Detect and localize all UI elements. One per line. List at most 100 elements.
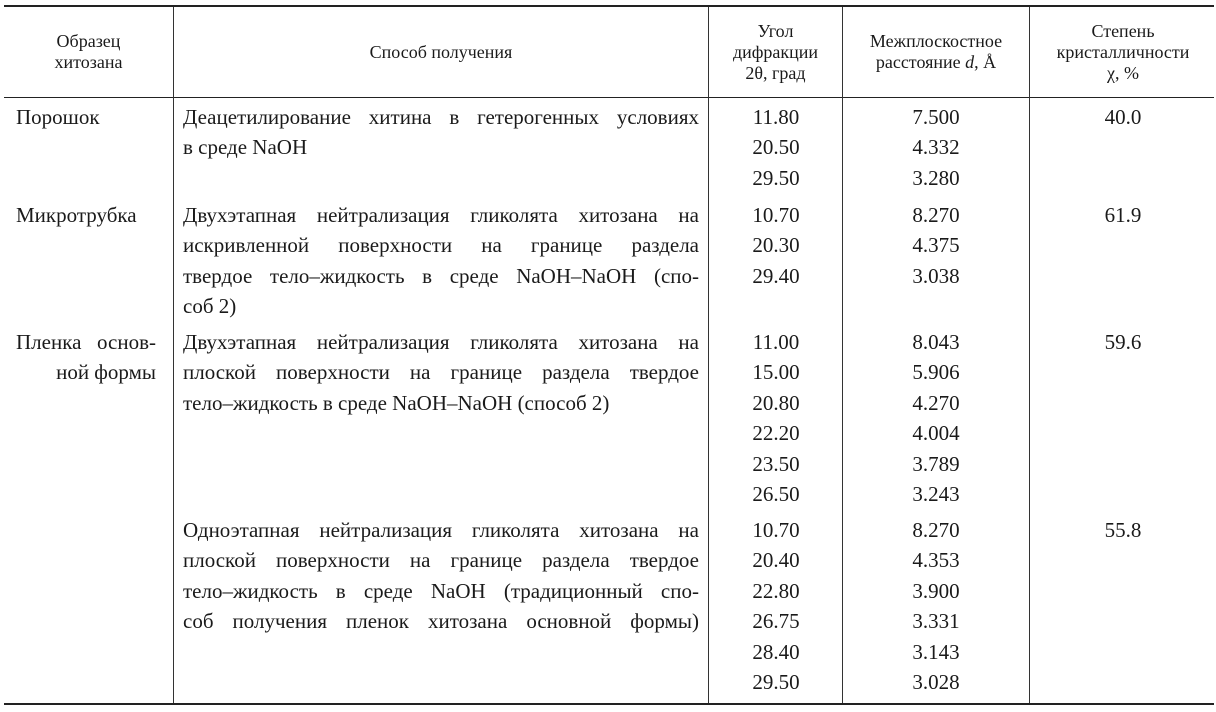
angle-cell: 10.70 20.30 29.40: [710, 200, 842, 291]
header-text: Степень: [1091, 20, 1155, 41]
method-text: Деацетилирование хитина в гетерогенных у…: [183, 105, 699, 129]
column-divider: [173, 7, 174, 703]
sample-cell: Пленка основ- ной формы: [16, 327, 156, 388]
sample-text: Пленка основ-: [16, 330, 156, 354]
method-text: соб получения пленок хитозана основной ф…: [183, 609, 699, 634]
crystallinity-cell: 61.9: [1030, 200, 1216, 230]
method-text: тело–жидкость в среде NaOH–NaOH (способ …: [183, 390, 610, 415]
method-cell: Двухэтапная нейтрализация гликолята хито…: [183, 200, 699, 322]
header-text: кристалличности: [1056, 41, 1190, 62]
table-header-rule: [4, 97, 1214, 98]
method-cell: Деацетилирование хитина в гетерогенных у…: [183, 102, 699, 163]
spacing-value: 3.143: [912, 639, 960, 664]
spacing-value: 3.789: [912, 451, 960, 476]
angle-value: 20.50: [752, 135, 800, 160]
spacing-cell: 8.043 5.906 4.270 4.004 3.789 3.243: [843, 327, 1029, 509]
crystallinity-value: 55.8: [1104, 518, 1142, 542]
angle-cell: 10.70 20.40 22.80 26.75 28.40 29.50: [710, 515, 842, 697]
spacing-value: 3.331: [912, 609, 960, 634]
crystallinity-value: 40.0: [1104, 105, 1142, 129]
method-text: плоской поверхности на границе раздела т…: [183, 360, 699, 385]
angle-value: 23.50: [752, 451, 800, 476]
angle-value: 26.50: [752, 481, 800, 506]
data-table: Образец хитозана Способ получения Угол д…: [0, 5, 1216, 705]
header-crystallinity: Степень кристалличности χ, %: [1030, 7, 1216, 97]
header-text: Образец: [56, 31, 121, 51]
table-bottom-rule: [4, 703, 1214, 705]
header-sample: Образец хитозана: [4, 7, 173, 97]
header-angle: Угол дифракции 2θ, град: [709, 7, 842, 97]
method-text: в среде NaOH: [183, 135, 308, 160]
spacing-value: 3.243: [912, 481, 960, 506]
angle-value: 11.80: [752, 105, 800, 129]
crystallinity-value: 61.9: [1104, 203, 1142, 227]
header-text: 2θ, град: [745, 62, 806, 83]
variable-d: d: [965, 52, 975, 72]
header-text: расстояние d, Å: [875, 52, 997, 72]
angle-value: 22.20: [752, 421, 800, 446]
spacing-value: 8.270: [912, 203, 960, 227]
spacing-value: 3.028: [912, 669, 960, 694]
spacing-value: 8.043: [912, 330, 960, 354]
angle-value: 20.40: [752, 548, 800, 573]
spacing-cell: 7.500 4.332 3.280: [843, 102, 1029, 193]
method-text: твердое тело–жидкость в среде NaOH–NaOH …: [183, 263, 699, 288]
angle-value: 10.70: [752, 518, 800, 542]
angle-value: 20.30: [752, 233, 800, 258]
crystallinity-cell: 59.6: [1030, 327, 1216, 357]
spacing-value: 4.353: [912, 548, 960, 573]
header-text: χ, %: [1107, 62, 1139, 83]
table-top-rule: [4, 5, 1214, 7]
angle-value: 22.80: [752, 578, 800, 603]
column-divider: [1029, 7, 1030, 703]
angle-value: 11.00: [752, 330, 800, 354]
spacing-cell: 8.270 4.353 3.900 3.331 3.143 3.028: [843, 515, 1029, 697]
header-method: Способ получения: [174, 7, 708, 97]
method-cell: Двухэтапная нейтрализация гликолята хито…: [183, 327, 699, 418]
header-text: Способ получения: [369, 41, 513, 62]
spacing-value: 3.038: [912, 263, 960, 288]
method-text: Двухэтапная нейтрализация гликолята хито…: [183, 203, 699, 227]
method-text: соб 2): [183, 294, 237, 319]
sample-text: ной формы: [56, 360, 156, 385]
spacing-value: 4.004: [912, 421, 960, 446]
method-text: Двухэтапная нейтрализация гликолята хито…: [183, 330, 699, 354]
method-text: искривленной поверхности на границе разд…: [183, 233, 699, 258]
angle-value: 26.75: [752, 609, 800, 634]
header-text: Угол: [757, 20, 794, 41]
spacing-value: 8.270: [912, 518, 960, 542]
crystallinity-cell: 40.0: [1030, 102, 1216, 132]
sample-cell: Микротрубка: [16, 200, 156, 230]
angle-value: 28.40: [752, 639, 800, 664]
method-text: плоской поверхности на границе раздела т…: [183, 548, 699, 573]
angle-cell: 11.80 20.50 29.50: [710, 102, 842, 193]
spacing-value: 3.900: [912, 578, 960, 603]
angle-value: 29.50: [752, 165, 800, 190]
header-text: Межплоскостное: [869, 31, 1003, 51]
angle-value: 15.00: [752, 360, 800, 385]
column-divider: [708, 7, 709, 703]
column-divider: [842, 7, 843, 703]
spacing-value: 5.906: [912, 360, 960, 385]
angle-value: 20.80: [752, 390, 800, 415]
angle-value: 29.50: [752, 669, 800, 694]
spacing-value: 3.280: [912, 165, 960, 190]
header-spacing: Межплоскостное расстояние d, Å: [843, 7, 1029, 97]
sample-text: Микротрубка: [16, 203, 137, 227]
angle-value: 29.40: [752, 263, 800, 288]
method-text: Одноэтапная нейтрализация гликолята хито…: [183, 518, 699, 542]
header-text: хитозана: [54, 52, 123, 72]
spacing-value: 4.270: [912, 390, 960, 415]
angle-cell: 11.00 15.00 20.80 22.20 23.50 26.50: [710, 327, 842, 509]
header-text: дифракции: [732, 41, 819, 62]
spacing-value: 4.332: [912, 135, 960, 160]
sample-cell: Порошок: [16, 102, 156, 132]
crystallinity-value: 59.6: [1104, 330, 1142, 354]
method-cell: Одноэтапная нейтрализация гликолята хито…: [183, 515, 699, 637]
angle-value: 10.70: [752, 203, 800, 227]
method-text: тело–жидкость в среде NaOH (традиционный…: [183, 578, 699, 603]
crystallinity-cell: 55.8: [1030, 515, 1216, 545]
spacing-value: 4.375: [912, 233, 960, 258]
spacing-cell: 8.270 4.375 3.038: [843, 200, 1029, 291]
spacing-value: 7.500: [912, 105, 960, 129]
